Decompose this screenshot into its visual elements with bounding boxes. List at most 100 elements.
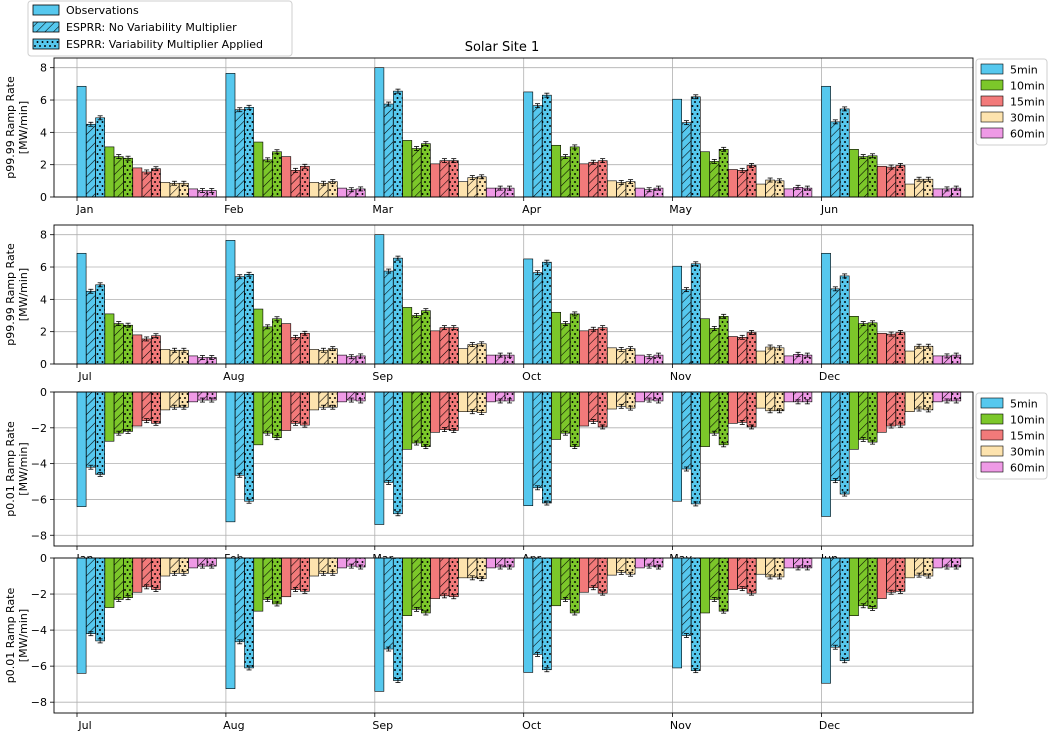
bar-hatch-overlay: [467, 344, 477, 364]
y-axis-label: p0.01 Ramp Rate: [4, 588, 17, 684]
x-tick-label: Dec: [819, 370, 840, 383]
bar-hatch-overlay: [560, 392, 570, 434]
bar-dec-10min-obs: [849, 557, 859, 616]
bar-jan-15min-obs: [132, 167, 143, 198]
bar-hatch-overlay: [533, 272, 543, 364]
bar-hatch-overlay: [412, 148, 422, 197]
resolution-legend: 5min 10min 15min 30min 60min: [975, 392, 1048, 480]
bar-hatch-overlay: [737, 392, 747, 423]
bar-hatch-overlay: [291, 392, 301, 424]
bar-apr-10min-obs: [551, 391, 561, 440]
bar-hatch-overlay: [114, 392, 124, 434]
bar-hatch-overlay: [616, 182, 626, 197]
bar-feb-15min-obs: [281, 391, 292, 431]
bar-hatch-overlay: [412, 392, 422, 444]
bar-hatch-overlay: [560, 156, 570, 197]
bar-may-30min-obs: [755, 183, 766, 198]
bar-feb-10min-obs: [253, 141, 264, 198]
bar-nov-10min-obs: [700, 318, 710, 365]
legend-swatch-60min: [980, 127, 1004, 139]
bar-dot-overlay: [505, 392, 515, 401]
bar-hatch-overlay: [318, 350, 328, 364]
bar-aug-15min-obs: [281, 557, 292, 598]
bar-jul-60min-obs: [188, 355, 199, 365]
bar-hatch-overlay: [439, 392, 449, 430]
bar-dot-overlay: [747, 392, 757, 427]
bar-dot-overlay: [244, 558, 254, 668]
x-tick-label: Aug: [223, 719, 244, 732]
bar-nov-10min-obs: [700, 557, 710, 614]
bar-dot-overlay: [123, 158, 133, 197]
y-tick-label: 0: [40, 358, 47, 371]
bar-hatch-overlay: [793, 354, 803, 364]
bar-hatch-overlay: [263, 326, 273, 364]
bar-jan-30min-obs: [160, 182, 171, 198]
bar-hatch-overlay: [858, 558, 868, 606]
bar-dot-overlay: [542, 95, 552, 197]
bar-dot-overlay: [626, 392, 636, 409]
bar-apr-30min-obs: [607, 391, 617, 410]
bar-oct-15min-obs: [579, 330, 589, 365]
legend-label-10min: 10min: [1010, 414, 1045, 427]
plot-area: [54, 58, 973, 197]
bar-dot-overlay: [328, 392, 338, 408]
bar-may-10min-obs: [700, 151, 710, 198]
bar-jun-15min-obs: [876, 165, 887, 198]
bar-hatch-overlay: [737, 337, 747, 364]
bar-dot-overlay: [151, 335, 161, 364]
bar-dot-overlay: [300, 558, 310, 592]
bar-nov-30min-obs: [755, 350, 766, 365]
bar-aug-60min-obs: [337, 354, 347, 365]
bar-jul-15min-obs: [132, 334, 143, 365]
bar-hatch-overlay: [886, 167, 896, 197]
x-tick-label: Feb: [224, 203, 243, 216]
bar-dot-overlay: [151, 558, 161, 590]
bar-hatch-overlay: [142, 392, 152, 421]
bar-dot-overlay: [774, 180, 784, 197]
chart-title: Solar Site 1: [465, 40, 540, 55]
x-tick-label: Oct: [522, 370, 542, 383]
bar-dec-60min-obs: [932, 557, 943, 569]
bar-hatch-overlay: [170, 183, 180, 197]
y-tick-label: 0: [40, 552, 47, 565]
y-axis-label: p99.99 Ramp Rate: [4, 76, 17, 179]
bar-dot-overlay: [477, 343, 487, 364]
bar-dot-overlay: [179, 558, 189, 574]
bar-aug-5min-obs: [225, 240, 236, 365]
bar-hatch-overlay: [588, 392, 598, 422]
bar-nov-15min-obs: [728, 336, 738, 365]
bar-sep-30min-obs: [458, 557, 468, 579]
bar-hatch-overlay: [914, 346, 924, 364]
bar-dot-overlay: [598, 558, 608, 594]
bar-dec-5min-obs: [821, 557, 831, 684]
bar-hatch-overlay: [170, 558, 180, 574]
bar-dot-overlay: [570, 558, 580, 613]
bar-hatch-overlay: [346, 189, 356, 197]
bar-feb-5min-obs: [225, 73, 236, 198]
bar-hatch-overlay: [495, 355, 505, 364]
bar-dot-overlay: [868, 558, 878, 609]
bar-dot-overlay: [477, 176, 487, 197]
legend-swatch-30min: [980, 111, 1004, 123]
bar-oct-30min-obs: [607, 347, 617, 365]
bar-dot-overlay: [272, 318, 282, 364]
y-axis-units: [MW/min]: [17, 609, 30, 662]
bar-jan-60min-obs: [188, 188, 199, 198]
panel-p99-jan-jun: 0 2 4 6 8 Jan Feb Mar Apr May Jun p99.99 Ramp Rate[…: [4, 57, 1048, 216]
bar-dot-overlay: [95, 392, 105, 475]
bar-sep-60min-obs: [486, 557, 496, 569]
bar-jun-10min-obs: [849, 391, 859, 450]
bar-jan-5min-obs: [76, 85, 87, 198]
bar-dot-overlay: [774, 347, 784, 364]
bar-hatch-overlay: [793, 392, 803, 402]
bar-jan-30min-obs: [160, 391, 171, 411]
x-tick-label: Aug: [223, 370, 244, 383]
y-axis-label: p0.01 Ramp Rate: [4, 421, 17, 517]
bar-hatch-overlay: [467, 392, 477, 412]
bar-hatch-overlay: [830, 121, 840, 197]
legend-swatch-30min: [980, 445, 1004, 457]
bar-hatch-overlay: [346, 356, 356, 364]
bar-sep-5min-obs: [374, 557, 385, 692]
bar-dot-overlay: [542, 558, 552, 670]
